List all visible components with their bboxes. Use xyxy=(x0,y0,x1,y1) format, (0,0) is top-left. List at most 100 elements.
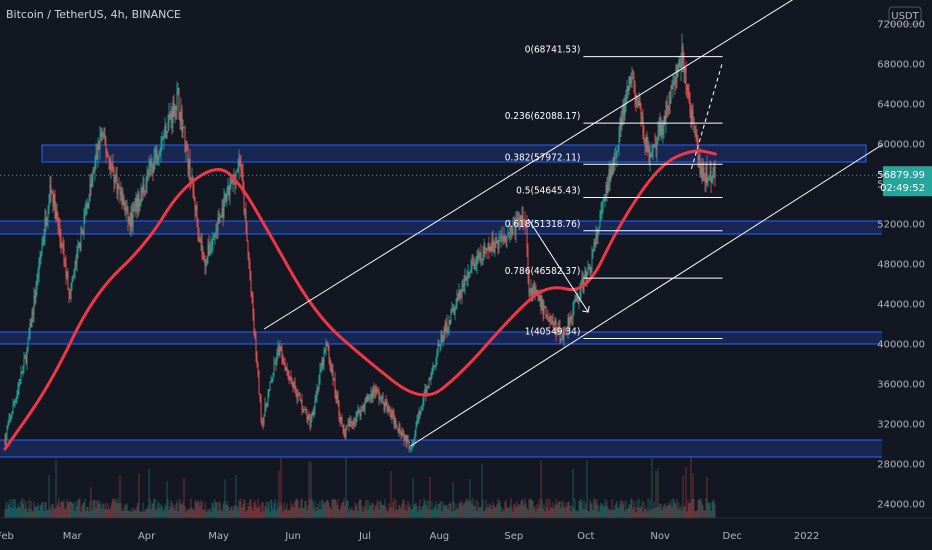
volume-bar xyxy=(343,498,345,518)
volume-bar xyxy=(321,499,323,518)
candle-body xyxy=(301,400,303,410)
volume-bar xyxy=(648,510,650,518)
volume-bar xyxy=(216,502,218,518)
candle xyxy=(401,427,403,439)
candle-body xyxy=(662,127,664,135)
candle-body xyxy=(56,209,58,218)
candle-body xyxy=(83,215,85,235)
candle-body xyxy=(210,245,212,251)
candle xyxy=(610,160,612,182)
volume-bar xyxy=(453,501,455,518)
candle xyxy=(392,409,394,420)
volume-bar xyxy=(4,509,6,518)
volume-bar xyxy=(580,498,582,518)
candle-body xyxy=(633,77,635,84)
candle-body xyxy=(84,213,86,216)
candle xyxy=(289,375,291,381)
candle xyxy=(216,222,218,240)
candle-body xyxy=(182,127,184,133)
candle xyxy=(332,364,334,387)
candle xyxy=(447,326,449,334)
candle-body xyxy=(258,371,260,394)
volume-bar xyxy=(209,508,211,518)
volume-bar xyxy=(429,477,431,518)
volume-bar xyxy=(281,505,283,518)
candle xyxy=(626,79,628,103)
candle xyxy=(634,80,636,108)
candle-body xyxy=(606,184,608,193)
candle xyxy=(33,287,35,323)
candle xyxy=(709,160,711,181)
volume-bar xyxy=(407,500,409,518)
volume-bar xyxy=(293,507,295,518)
volume-bar xyxy=(418,506,420,518)
candle-body xyxy=(517,218,519,221)
candle-body xyxy=(209,250,211,255)
volume-bar xyxy=(199,506,201,518)
candle xyxy=(600,202,602,222)
candle xyxy=(102,130,104,140)
volume-bar xyxy=(246,510,248,518)
candle xyxy=(627,85,629,99)
zone-4 xyxy=(0,439,884,458)
candle-body xyxy=(456,297,458,308)
candle-body xyxy=(39,258,41,260)
volume-bar xyxy=(302,508,304,518)
volume-bar xyxy=(607,506,609,518)
zone-1 xyxy=(41,144,867,163)
candle xyxy=(108,155,110,170)
candle-body xyxy=(658,124,660,133)
candle-body xyxy=(491,237,493,251)
candle-body xyxy=(348,423,350,427)
candle xyxy=(28,327,30,339)
volume-bar xyxy=(540,460,542,518)
candle-body xyxy=(481,259,483,261)
candle xyxy=(63,239,65,268)
volume-bar xyxy=(9,499,11,518)
candle xyxy=(465,275,467,281)
candle-body xyxy=(143,184,145,191)
candle xyxy=(565,328,567,336)
volume-bar xyxy=(114,501,116,518)
candle xyxy=(505,235,507,247)
candle-body xyxy=(704,177,706,183)
candle xyxy=(685,61,687,96)
volume-bar xyxy=(314,500,316,518)
candle-body xyxy=(334,378,336,393)
candle-body xyxy=(565,329,567,331)
candle xyxy=(71,276,73,292)
candle xyxy=(252,292,254,322)
candle-body xyxy=(53,194,55,206)
candle-body xyxy=(161,140,163,148)
candle xyxy=(347,418,349,426)
candle xyxy=(335,389,337,404)
candle-body xyxy=(577,296,579,302)
volume-bar xyxy=(120,503,122,518)
candle-body xyxy=(488,243,490,252)
candle-body xyxy=(402,432,404,435)
volume-bar xyxy=(112,498,114,518)
volume-bar xyxy=(708,502,710,518)
candle-body xyxy=(26,348,28,364)
candle-body xyxy=(326,343,328,346)
volume-bar xyxy=(405,504,407,518)
candle-body xyxy=(328,345,330,359)
candle xyxy=(34,289,36,307)
candle-body xyxy=(229,182,231,196)
volume-bar xyxy=(645,507,647,518)
volume-bar xyxy=(263,511,265,518)
time-tick-label: Jun xyxy=(284,531,301,542)
volume-bar xyxy=(322,500,324,518)
volume-bar xyxy=(372,502,374,518)
volume-bar xyxy=(71,502,73,518)
volume-bar xyxy=(12,508,14,518)
candle xyxy=(706,154,708,186)
volume-bar xyxy=(475,499,477,518)
volume-bar xyxy=(464,503,466,518)
candle xyxy=(668,92,670,115)
candle xyxy=(193,182,195,201)
candle-body xyxy=(208,244,210,255)
candle xyxy=(637,96,639,109)
volume-bar xyxy=(156,507,158,518)
